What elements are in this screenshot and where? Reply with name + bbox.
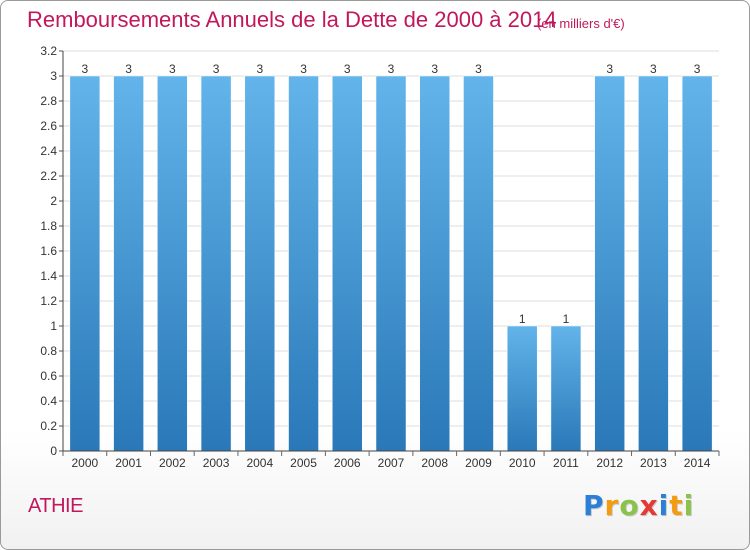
x-tick-label: 2008 <box>421 456 448 470</box>
x-tick-label: 2014 <box>684 456 711 470</box>
x-tick-label: 2001 <box>115 456 142 470</box>
y-tick-label: 2.2 <box>40 169 57 183</box>
bar-2000 <box>69 75 101 452</box>
proxiti-logo: Proxiti <box>583 489 695 522</box>
bar-value-label: 3 <box>169 62 176 76</box>
x-tick-label: 2002 <box>159 456 186 470</box>
bar-value-label: 3 <box>388 62 395 76</box>
bar-value-label: 3 <box>344 62 351 76</box>
commune-name: ATHIE <box>28 495 83 517</box>
y-tick-label: 0.4 <box>40 394 57 408</box>
bar-2007 <box>375 75 407 452</box>
bar-2014 <box>681 75 713 452</box>
bar-value-label: 3 <box>256 62 263 76</box>
y-tick-label: 0.2 <box>40 419 57 433</box>
bar-2005 <box>288 75 319 452</box>
x-tick-label: 2010 <box>509 456 536 470</box>
bar-value-label: 3 <box>82 62 89 76</box>
x-tick-label: 2013 <box>640 456 667 470</box>
bar-2010 <box>506 325 538 452</box>
bar-value-label: 1 <box>519 312 526 326</box>
chart-subtitle: (en milliers d'€) <box>537 16 625 31</box>
y-tick-label: 1.8 <box>40 219 57 233</box>
bar-value-label: 1 <box>563 312 570 326</box>
bar-2009 <box>463 75 494 452</box>
y-tick-label: 2 <box>50 194 57 208</box>
y-tick-label: 3 <box>50 69 57 83</box>
x-tick-label: 2012 <box>596 456 623 470</box>
y-tick-label: 0 <box>50 444 57 458</box>
x-tick-label: 2007 <box>378 456 405 470</box>
x-tick-label: 2004 <box>246 456 273 470</box>
y-tick-label: 1.2 <box>40 294 57 308</box>
chart-title: Remboursements Annuels de la Dette de 20… <box>27 7 557 32</box>
y-tick-label: 1.6 <box>40 244 57 258</box>
bar-value-label: 3 <box>694 62 701 76</box>
bar-2001 <box>113 75 144 452</box>
x-tick-label: 2006 <box>334 456 361 470</box>
bar-value-label: 3 <box>431 62 438 76</box>
y-tick-label: 2.6 <box>40 119 57 133</box>
y-tick-label: 0.8 <box>40 344 57 358</box>
y-tick-label: 2.4 <box>40 144 57 158</box>
bar-2002 <box>157 75 188 452</box>
y-tick-label: 3.2 <box>40 44 57 58</box>
axes: 0 0.2 0.4 0.6 0.8 1 1.2 1.4 1.6 1.8 2 2.2 2.4 2.6 2.8 3… <box>40 44 720 470</box>
y-tick-label: 1.4 <box>40 269 57 283</box>
x-tick-label: 2003 <box>203 456 230 470</box>
bar-value-label: 3 <box>475 62 482 76</box>
bar-value-label: 3 <box>650 62 657 76</box>
bar-2012 <box>594 75 625 452</box>
x-tick-label: 2000 <box>72 456 99 470</box>
bar-value-label: 3 <box>125 62 132 76</box>
bar-2004 <box>244 75 276 452</box>
bar-2013 <box>638 75 669 452</box>
y-tick-label: 0.6 <box>40 369 57 383</box>
x-tick-label: 2011 <box>553 456 579 470</box>
y-tick-label: 2.8 <box>40 94 57 108</box>
x-tick-label: 2009 <box>465 456 492 470</box>
bars: 3 3 3 3 3 3 3 3 3 3 1 1 3 3 3 <box>69 62 713 452</box>
bar-value-label: 3 <box>606 62 613 76</box>
x-tick-label: 2005 <box>290 456 317 470</box>
y-tick-label: 1 <box>50 319 57 333</box>
bar-2003 <box>200 75 232 452</box>
bar-value-label: 3 <box>300 62 307 76</box>
bar-value-label: 3 <box>213 62 220 76</box>
bar-2006 <box>332 75 363 452</box>
bar-2011 <box>550 325 582 452</box>
bar-2008 <box>419 75 450 452</box>
